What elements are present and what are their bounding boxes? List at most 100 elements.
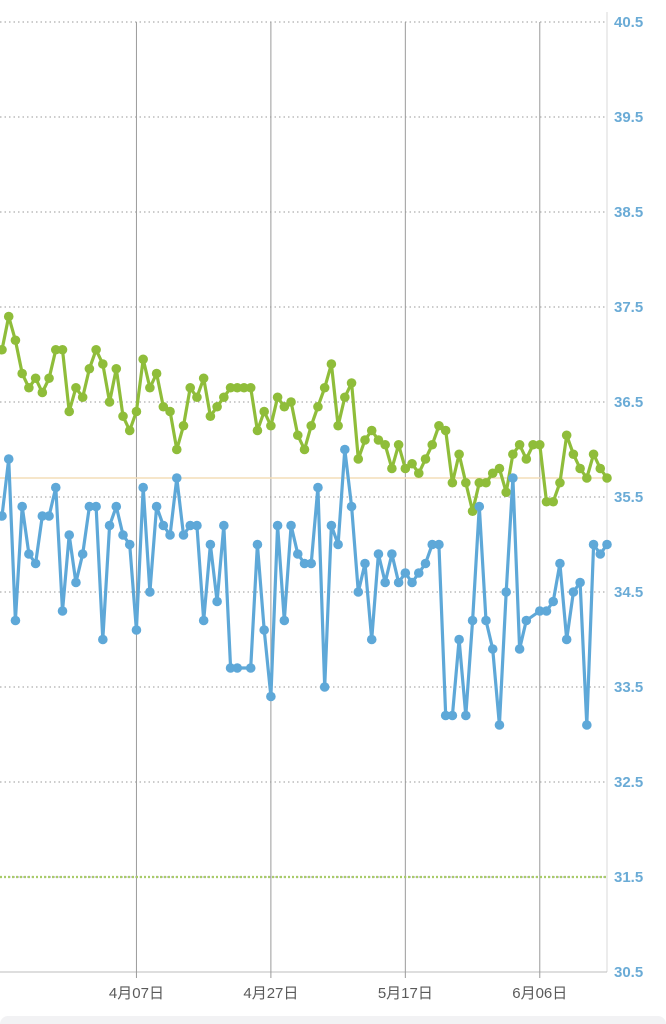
green-series-point	[178, 420, 189, 431]
blue-series-point	[306, 558, 317, 569]
green-series-point	[340, 392, 350, 403]
green-series-point	[326, 359, 337, 369]
green-series-point	[387, 463, 397, 474]
green-series-point	[50, 344, 61, 355]
blue-series-point	[178, 530, 189, 540]
blue-series-point	[434, 539, 444, 550]
green-series-point	[118, 411, 128, 422]
blue-series-point	[413, 568, 424, 578]
blue-series-point	[299, 558, 310, 569]
green-series-point	[131, 406, 142, 417]
green-series-point	[37, 387, 48, 398]
green-series-point	[192, 392, 202, 403]
green-series-point	[528, 439, 538, 450]
blue-series-point	[474, 501, 485, 512]
blue-series-point	[192, 520, 202, 531]
y-tick-label: 40.5	[614, 14, 643, 31]
series-lines	[0, 311, 612, 730]
blue-series-point	[3, 454, 14, 464]
green-series-point	[602, 473, 612, 483]
blue-series-point	[286, 520, 296, 531]
green-series-point	[521, 454, 532, 464]
blue-series-point	[326, 520, 337, 531]
reference-lines	[0, 477, 607, 879]
blue-series-point	[487, 644, 498, 654]
blue-series-point	[360, 558, 370, 569]
green-series-point	[145, 382, 155, 393]
green-series-point	[454, 449, 464, 460]
blue-series-point	[373, 549, 384, 559]
blue-series-point	[279, 615, 290, 626]
blue-series-point	[50, 482, 61, 493]
blue-series-point	[0, 511, 7, 521]
y-tick-label: 38.5	[614, 204, 643, 221]
blue-series-point	[461, 710, 471, 721]
green-series-point	[17, 368, 27, 379]
green-series-point	[373, 435, 384, 445]
blue-series-point	[467, 615, 478, 626]
green-series-point	[3, 311, 14, 322]
blue-series-point	[24, 549, 34, 559]
blue-series-point	[353, 587, 364, 597]
green-series-point	[84, 363, 95, 374]
blue-series-line	[0, 447, 609, 727]
blue-series-point	[57, 606, 68, 616]
green-series-point	[481, 477, 491, 488]
green-series-point	[407, 458, 417, 469]
green-series-point	[10, 335, 21, 346]
y-tick-label: 33.5	[614, 679, 643, 696]
green-series-point	[306, 420, 317, 431]
blue-series-point	[366, 634, 377, 645]
green-series-point	[461, 477, 471, 488]
blue-series-point	[171, 473, 182, 483]
blue-series-point	[84, 501, 95, 512]
blue-series-point	[104, 520, 115, 531]
blue-series-point	[198, 615, 209, 626]
blue-series-point	[319, 682, 330, 692]
green-series-point	[353, 454, 364, 464]
blue-series-point	[138, 482, 148, 493]
blue-series-point	[266, 691, 276, 702]
blue-series-point	[71, 577, 81, 588]
blue-series-point	[44, 511, 54, 521]
green-series-point	[239, 382, 249, 393]
green-series-point	[299, 444, 310, 455]
blue-series-point	[440, 710, 451, 721]
blue-series-point	[602, 539, 612, 550]
green-series-point	[400, 463, 411, 474]
green-series-point	[185, 382, 196, 393]
green-series-point	[171, 444, 182, 455]
green-series-point	[474, 477, 485, 488]
blue-series-point	[568, 587, 579, 597]
blue-series-point	[292, 549, 303, 559]
blue-series-point	[131, 625, 142, 635]
green-series-point	[252, 425, 263, 436]
green-series-point	[494, 463, 505, 474]
green-series-point	[198, 373, 209, 384]
green-series-point	[91, 344, 101, 355]
blue-series-point	[333, 539, 343, 550]
green-series-point	[501, 487, 511, 498]
y-tick-label: 36.5	[614, 394, 643, 411]
green-series-point	[0, 344, 7, 355]
green-series-point	[57, 344, 68, 355]
green-series-point	[272, 392, 283, 403]
blue-series-point	[252, 539, 263, 550]
y-tick-label: 34.5	[614, 584, 643, 601]
blue-series-point	[158, 520, 169, 531]
blue-series-point	[225, 663, 236, 673]
green-series-point	[582, 473, 592, 483]
y-axis-labels: 40.5 39.5 38.5 37.5 36.5 35.5 34.5 33.5 32.5 31.5…	[614, 14, 643, 981]
green-series-point	[292, 430, 303, 441]
blue-series-point	[481, 615, 491, 626]
grid-lines	[0, 12, 608, 978]
green-series-point	[427, 439, 438, 450]
blue-series-point	[380, 577, 390, 588]
green-series-point	[413, 468, 424, 479]
green-series-point	[366, 425, 377, 436]
blue-series-point	[508, 473, 518, 483]
x-tick-label: 4月07日	[109, 985, 164, 1002]
green-series-point	[514, 439, 525, 450]
blue-series-point	[185, 520, 196, 531]
